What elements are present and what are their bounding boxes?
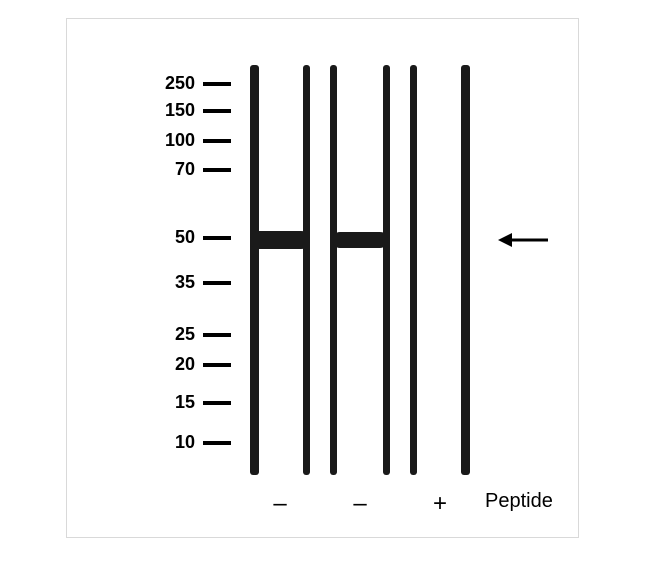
mw-tick [203, 281, 231, 285]
mw-label: 25 [175, 324, 195, 345]
mw-tick [203, 333, 231, 337]
band-arrow-icon [498, 230, 548, 250]
mw-label: 20 [175, 354, 195, 375]
mw-tick [203, 82, 231, 86]
mw-label: 250 [165, 73, 195, 94]
lane-edge [330, 65, 337, 475]
lane-condition-label: – [345, 490, 375, 518]
mw-tick [203, 109, 231, 113]
mw-tick [203, 441, 231, 445]
mw-tick [203, 168, 231, 172]
mw-tick [203, 401, 231, 405]
lane-edge [461, 65, 470, 475]
lane-edge [383, 65, 390, 475]
lane-edge [410, 65, 417, 475]
mw-tick [203, 363, 231, 367]
lane-condition-label: – [265, 490, 295, 518]
lane-condition-label: + [425, 490, 455, 518]
lane-edge [250, 65, 259, 475]
peptide-label: Peptide [485, 490, 553, 513]
mw-tick [203, 236, 231, 240]
mw-label: 150 [165, 100, 195, 121]
mw-tick [203, 139, 231, 143]
mw-label: 100 [165, 130, 195, 151]
mw-label: 10 [175, 432, 195, 453]
mw-label: 50 [175, 227, 195, 248]
mw-label: 35 [175, 272, 195, 293]
lane-edge [303, 65, 310, 475]
mw-label: 15 [175, 392, 195, 413]
mw-label: 70 [175, 159, 195, 180]
protein-band [250, 231, 310, 249]
protein-band [332, 232, 388, 248]
figure-canvas: 250 150 100 70 50 35 25 20 15 10 – – + Peptide [0, 0, 650, 570]
blot-area [238, 65, 478, 475]
